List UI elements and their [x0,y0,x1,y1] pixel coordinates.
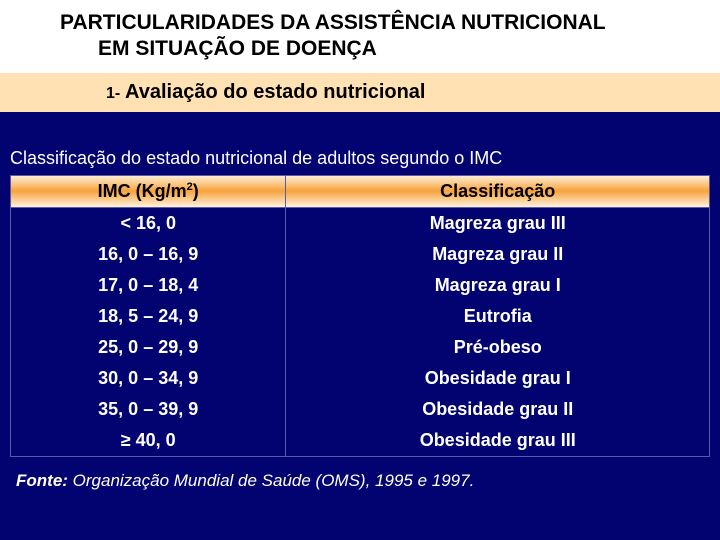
cell-imc: 16, 0 – 16, 9 [11,239,286,270]
cell-class: Magreza grau I [286,270,710,301]
table-row: 16, 0 – 16, 9Magreza grau II [11,239,710,270]
source-label: Fonte: [16,471,68,490]
header-col1-pre: IMC (Kg/m [98,181,187,201]
subtitle-prefix: 1- [106,85,120,102]
subtitle-text: Avaliação do estado nutricional [120,81,425,103]
cell-imc: 17, 0 – 18, 4 [11,270,286,301]
table-row: 25, 0 – 29, 9Pré-obeso [11,332,710,363]
imc-table: IMC (Kg/m2) Classificação < 16, 0Magreza… [10,175,710,457]
table-row: ≥ 40, 0Obesidade grau III [11,425,710,457]
table-body: < 16, 0Magreza grau III 16, 0 – 16, 9Mag… [11,207,710,456]
cell-class: Obesidade grau II [286,394,710,425]
table-header-class: Classificação [286,175,710,207]
slide-title-line2: EM SITUAÇÃO DE DOENÇA [60,36,700,62]
cell-class: Magreza grau III [286,207,710,239]
slide-title-line1: PARTICULARIDADES DA ASSISTÊNCIA NUTRICIO… [60,10,700,36]
table-header-imc: IMC (Kg/m2) [11,175,286,207]
cell-class: Obesidade grau I [286,363,710,394]
cell-imc: < 16, 0 [11,207,286,239]
source-line: Fonte: Organização Mundial de Saúde (OMS… [0,457,720,491]
table-row: 35, 0 – 39, 9Obesidade grau II [11,394,710,425]
cell-class: Magreza grau II [286,239,710,270]
cell-imc: 35, 0 – 39, 9 [11,394,286,425]
cell-imc: 18, 5 – 24, 9 [11,301,286,332]
table-row: < 16, 0Magreza grau III [11,207,710,239]
table-row: 18, 5 – 24, 9Eutrofia [11,301,710,332]
cell-class: Eutrofia [286,301,710,332]
cell-imc: 30, 0 – 34, 9 [11,363,286,394]
header-col1-post: ) [193,181,199,201]
table-header-row: IMC (Kg/m2) Classificação [11,175,710,207]
slide-title-block: PARTICULARIDADES DA ASSISTÊNCIA NUTRICIO… [0,0,720,73]
cell-class: Obesidade grau III [286,425,710,457]
subtitle-row: 1- Avaliação do estado nutricional [0,73,720,112]
cell-class: Pré-obeso [286,332,710,363]
table-row: 17, 0 – 18, 4Magreza grau I [11,270,710,301]
table-row: 30, 0 – 34, 9Obesidade grau I [11,363,710,394]
source-text: Organização Mundial de Saúde (OMS), 1995… [68,471,474,490]
cell-imc: ≥ 40, 0 [11,425,286,457]
cell-imc: 25, 0 – 29, 9 [11,332,286,363]
table-caption: Classificação do estado nutricional de a… [0,112,720,175]
